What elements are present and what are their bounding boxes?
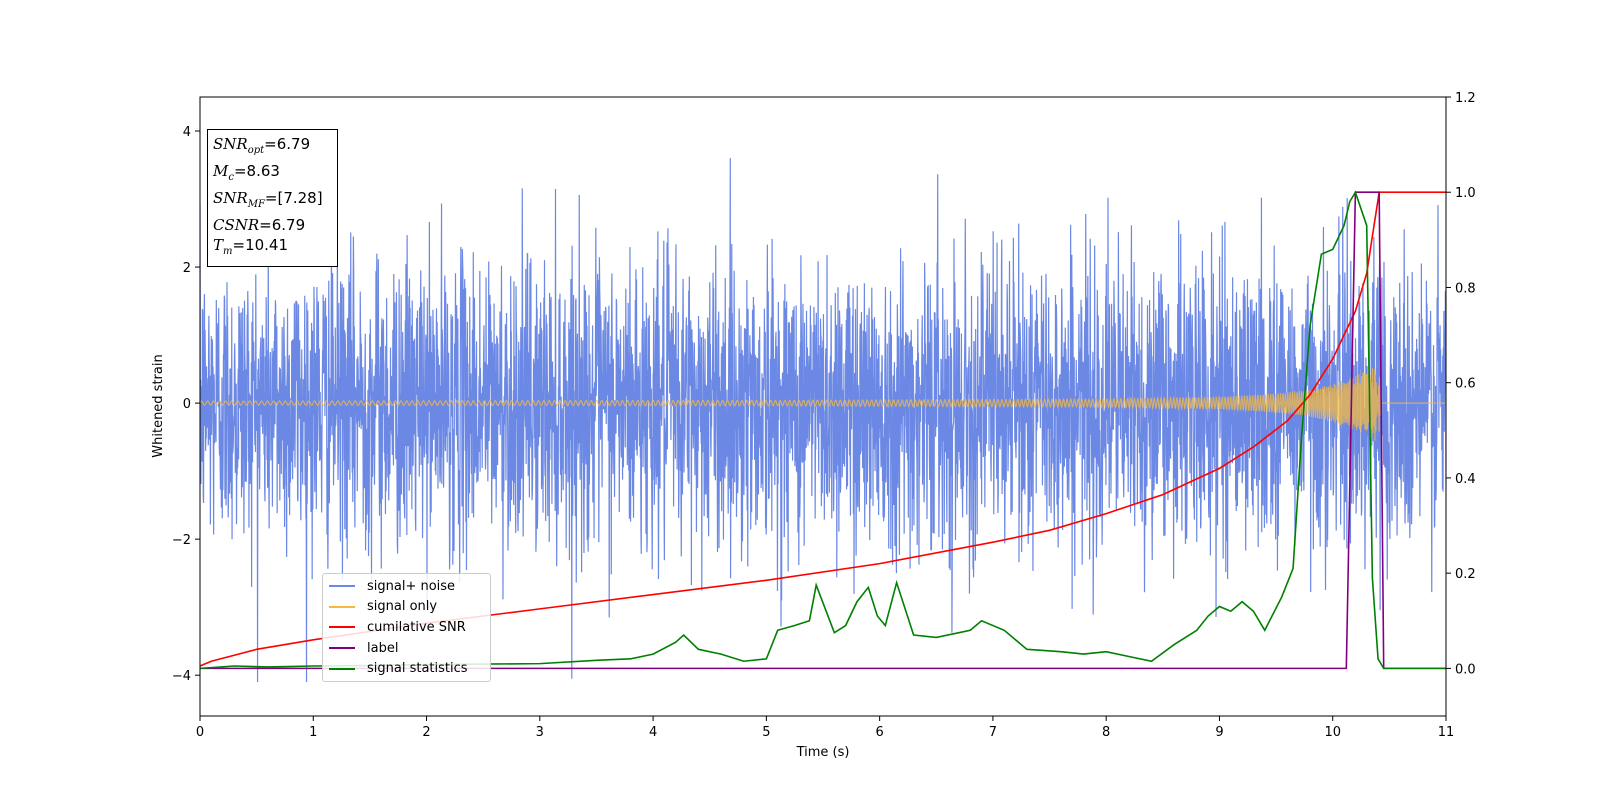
x-tick-label: 9 bbox=[1215, 725, 1223, 740]
x-tick-label: 4 bbox=[649, 725, 657, 740]
y-tick-label-right: 1.0 bbox=[1455, 186, 1476, 201]
annotation-snr-mf: SNRMF=[7.28] bbox=[213, 189, 323, 210]
x-tick-label: 5 bbox=[762, 725, 770, 740]
x-tick-label: 11 bbox=[1438, 725, 1455, 740]
x-tick-label: 1 bbox=[309, 725, 317, 740]
y-tick-label-left: −2 bbox=[172, 533, 191, 548]
annotation-snr-opt: SNRopt=6.79 bbox=[213, 135, 311, 156]
y-tick-label-right: 0.4 bbox=[1455, 472, 1476, 487]
y-tick-label-right: 1.2 bbox=[1455, 91, 1476, 106]
series-signal-only bbox=[200, 367, 1446, 441]
series-signal-statistics bbox=[200, 190, 1446, 670]
y-tick-label-left: 4 bbox=[183, 125, 191, 140]
legend-item-label: label bbox=[329, 638, 484, 659]
legend-item-signal-only: signal only bbox=[329, 597, 484, 618]
legend-swatch bbox=[329, 626, 355, 629]
legend-swatch bbox=[329, 647, 355, 650]
x-tick-label: 3 bbox=[536, 725, 544, 740]
y-tick-label-right: 0.6 bbox=[1455, 377, 1476, 392]
y-axis-label-left: Whitened strain bbox=[151, 354, 166, 457]
y-tick-label-left: 0 bbox=[183, 397, 191, 412]
x-tick-label: 10 bbox=[1324, 725, 1341, 740]
legend-item-signal-noise: signal+ noise bbox=[329, 576, 484, 597]
series-signal-noise bbox=[200, 158, 1446, 682]
x-tick-label: 2 bbox=[422, 725, 430, 740]
axes: 0 1 2 3 4 5 6 7 8 9 10 11 −4 −2 0 2 4 0.0 0.2 0.4 0.6 0.8 1.0 1… bbox=[172, 91, 1476, 740]
y-tick-label-right: 0.0 bbox=[1455, 662, 1476, 677]
annotation-tm: Tm=10.41 bbox=[213, 236, 289, 257]
stats-annotation-box: SNRopt=6.79 Mc=8.63 SNRMF=[7.28] CSNR=6.… bbox=[207, 129, 338, 267]
annotation-csnr: CSNR=6.79 bbox=[213, 216, 306, 234]
legend-item-signal-statistics: signal statistics bbox=[329, 658, 484, 679]
x-tick-label: 6 bbox=[875, 725, 883, 740]
y-tick-label-right: 0.8 bbox=[1455, 281, 1476, 296]
annotation-mc: Mc=8.63 bbox=[213, 162, 280, 183]
legend: signal+ noise signal only cumilative SNR… bbox=[322, 573, 491, 682]
x-tick-label: 8 bbox=[1102, 725, 1110, 740]
legend-swatch bbox=[329, 667, 355, 670]
legend-swatch bbox=[329, 605, 355, 608]
x-axis-label: Time (s) bbox=[796, 745, 850, 760]
x-tick-label: 7 bbox=[989, 725, 997, 740]
y-tick-label-left: −4 bbox=[172, 669, 191, 684]
legend-swatch bbox=[329, 585, 355, 588]
plot-frame bbox=[199, 96, 1447, 717]
y-tick-label-left: 2 bbox=[183, 261, 191, 276]
legend-item-cumulative-snr: cumilative SNR bbox=[329, 617, 484, 638]
y-tick-label-right: 0.2 bbox=[1455, 567, 1476, 582]
x-tick-label: 0 bbox=[196, 725, 204, 740]
